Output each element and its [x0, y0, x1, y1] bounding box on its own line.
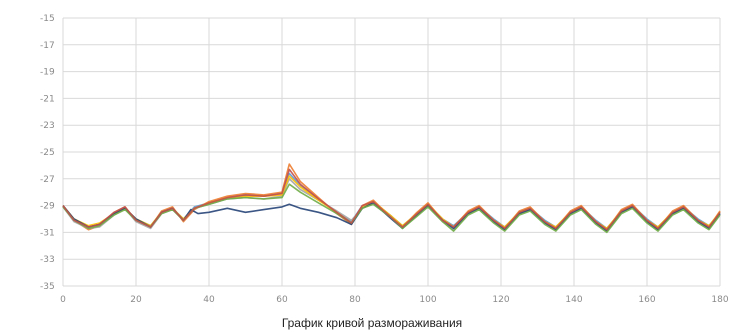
x-tick-label: 180	[711, 295, 728, 305]
chart-frame: -15 -17 -19 -21 -23 -25 -27 -29 -31 -33 -35 0 20 40 6…	[40, 14, 729, 305]
x-tick-label: 100	[419, 295, 436, 305]
y-tick-label: -33	[40, 255, 55, 265]
y-tick-label: -25	[40, 148, 55, 158]
series-line-7	[62, 168, 721, 231]
chart-plot: -15 -17 -19 -21 -23 -25 -27 -29 -31 -33 -35 0 20 40 6…	[40, 14, 729, 305]
y-tick-label: -17	[40, 41, 55, 51]
y-tick-label: -21	[40, 94, 55, 104]
x-tick-label: 80	[349, 295, 361, 305]
series-line-6	[62, 183, 721, 234]
x-tick-label: 140	[565, 295, 582, 305]
x-tick-label: 40	[203, 295, 215, 305]
y-tick-label: -19	[40, 68, 55, 78]
grid-lines	[62, 17, 721, 287]
x-tick-label: 120	[492, 295, 509, 305]
chart-caption: График кривой размораживания	[281, 316, 463, 330]
y-tick-label: -35	[40, 282, 55, 292]
y-tick-label: -27	[40, 175, 55, 185]
x-axis-ticks: 0 20 40 60 80 100 120 140 160 180	[60, 295, 729, 305]
y-axis-ticks: -15 -17 -19 -21 -23 -25 -27 -29 -31 -33 -35	[40, 14, 55, 292]
x-tick-label: 20	[130, 295, 142, 305]
x-tick-label: 0	[60, 295, 66, 305]
series-lines	[62, 163, 721, 234]
y-tick-label: -31	[40, 228, 55, 238]
y-tick-label: -15	[40, 14, 55, 24]
x-tick-label: 60	[276, 295, 288, 305]
y-tick-label: -29	[40, 202, 55, 212]
y-tick-label: -23	[40, 121, 55, 131]
x-tick-label: 160	[638, 295, 655, 305]
